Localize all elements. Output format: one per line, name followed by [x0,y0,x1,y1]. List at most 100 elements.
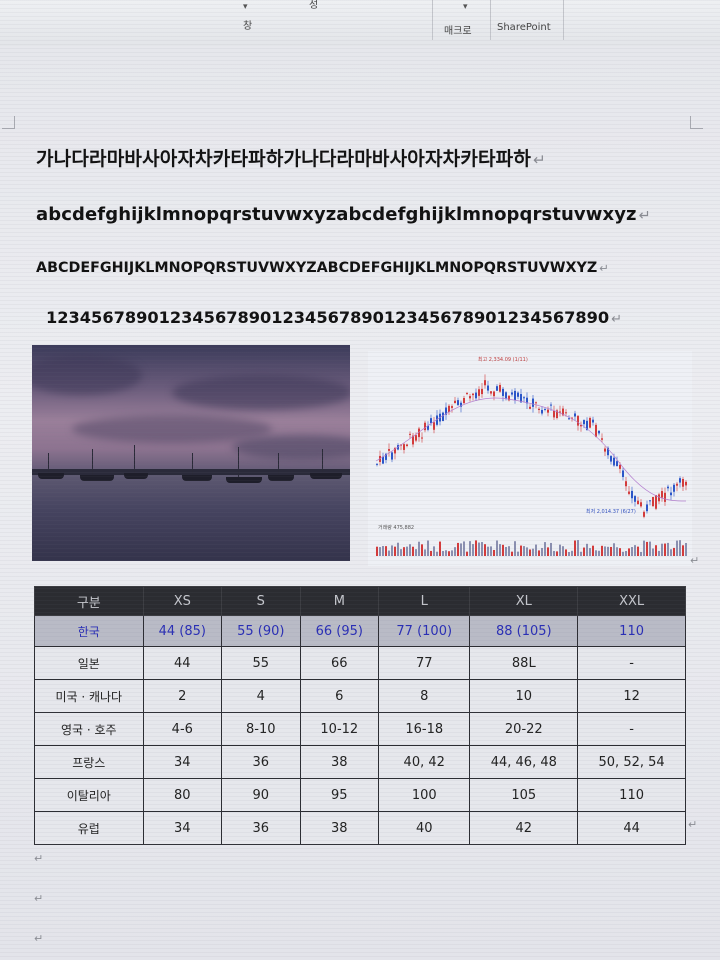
table-cell: - [577,646,686,680]
candle-body [430,418,432,424]
volume-bar [448,551,450,556]
paragraph-mark: ↵ [34,932,44,945]
candle-body [469,396,471,399]
candle-body [388,449,390,451]
photo-cloud [72,415,272,443]
candle-body [493,391,495,397]
table-cell: 36 [221,745,301,779]
candle-body [637,500,639,505]
table-header-cell: XS [142,586,223,616]
candle-body [673,484,675,492]
table-cell: 55 (90) [221,615,301,647]
lowercase-sample-line[interactable]: abcdefghijklmnopqrstuvwxyzabcdefghijklmn… [36,204,651,225]
ribbon-separator [490,0,491,40]
volume-bar [664,543,666,556]
paragraph-mark: ↵ [638,208,651,224]
volume-bar [619,548,621,556]
candle-body [586,420,588,430]
candle-body [682,479,684,487]
table-cell: 80 [142,778,223,812]
volume-bar [568,551,570,556]
candle-body [433,422,435,430]
candle-body [406,444,408,446]
digit-sample-line[interactable]: 1234567890123456789012345678901234567890… [46,308,622,327]
table-row: 미국 · 캐나다 2 4 6 8 10 12 [34,679,686,713]
stock-chart-image[interactable]: 최고 2,334.09 (1/11) 최저 2,014.37 (6/27) 거래… [368,351,692,566]
volume-bar [379,547,381,556]
volume-bar [670,549,672,556]
document-page[interactable]: 가나다라마바사아자차카타파하가나다라마바사아자차카타파하 ↵ abcdefghij… [0,46,720,960]
candle-body [631,490,633,499]
boat-mast [134,445,135,475]
candle-body [424,422,426,431]
volume-bar [520,545,522,556]
margin-corner-mark [690,116,703,129]
candle-body [484,380,486,386]
boat [124,473,148,479]
candle-body [421,437,423,439]
table-header-cell: S [221,586,301,616]
volume-bar [400,549,402,556]
table-header-cell: M [299,586,380,616]
photo-cloud [32,355,142,395]
volume-bar [439,541,441,556]
photo-cloud [172,375,350,410]
candle-body [625,481,627,487]
table-cell: 20-22 [469,712,579,746]
chevron-down-icon[interactable]: ▾ [463,2,468,12]
volume-bar [592,545,594,556]
volume-bar [577,540,579,556]
candle-body [634,496,636,502]
candle-body [604,448,606,452]
table-cell: 44 [577,811,686,845]
paragraph-mark: ↵ [599,261,609,275]
candle-body [508,395,510,401]
candle-body [445,407,447,415]
volume-bar [397,542,399,556]
table-cell: 44 (85) [142,615,223,647]
boat-mast [192,453,193,477]
harbor-sunset-photo[interactable] [32,345,350,561]
volume-bar [580,551,582,556]
table-cell: 88 (105) [469,615,579,647]
stock-chart-canvas: 최고 2,334.09 (1/11) 최저 2,014.37 (6/27) 거래… [368,351,692,566]
table-cell: 77 (100) [378,615,471,647]
candle-body [517,392,519,397]
boat [80,475,114,481]
sharepoint-group-label[interactable]: SharePoint [497,22,551,33]
volume-bar [589,548,591,556]
volume-bar [646,541,648,556]
candle-body [670,492,672,496]
volume-bar [394,546,396,556]
candle-body [559,411,561,413]
paragraph-mark: ↵ [688,818,698,831]
uppercase-sample-line[interactable]: ABCDEFGHIJKLMNOPQRSTUVWXYZABCDEFGHIJKLMN… [36,260,609,276]
volume-bar [442,551,444,556]
boat-mast [238,447,239,477]
volume-bar [421,544,423,556]
candle-body [487,385,489,391]
volume-bar [385,546,387,556]
table-row-header: 영국 · 호주 [34,712,144,746]
table-cell: 8 [378,679,471,713]
volume-bar [535,544,537,556]
candle-body [418,428,420,438]
macro-group-label[interactable]: 매크로 [444,26,472,37]
volume-bar [406,546,408,556]
candle-body [583,419,585,425]
volume-bar [472,544,474,556]
table-cell: 90 [221,778,301,812]
candle-body [622,470,624,478]
candle-body [520,394,522,403]
candle-body [610,455,612,462]
table-row: 이탈리아 80 90 95 100 105 110 [34,778,686,812]
candle-body [463,398,465,404]
korean-sample-line[interactable]: 가나다라마바사아자차카타파하가나다라마바사아자차카타파하 ↵ [36,144,546,171]
table-header-cell: XXL [577,586,686,616]
candle-body [619,464,621,469]
volume-bar [511,551,513,556]
volume-bar [601,545,603,556]
chevron-down-icon[interactable]: ▾ [243,2,248,12]
volume-bar [388,550,390,556]
candle-body [574,413,576,417]
